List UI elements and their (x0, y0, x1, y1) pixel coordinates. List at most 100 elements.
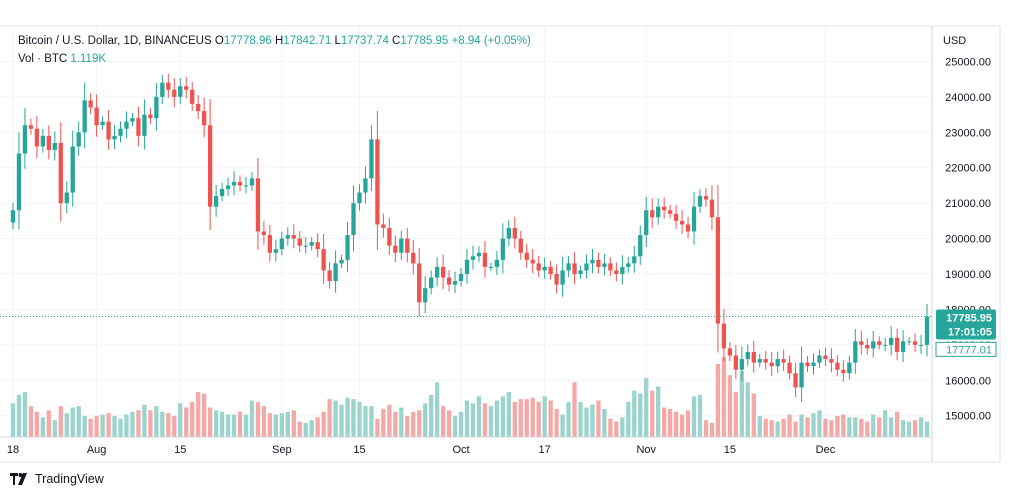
volume-bar (309, 420, 314, 437)
candle-body (70, 146, 75, 193)
candle-body (339, 259, 344, 264)
volume-bar (506, 392, 511, 437)
volume-bar (375, 418, 380, 437)
candle-body (166, 82, 171, 90)
volume-bar (327, 399, 332, 437)
price-axis[interactable]: 15000.0016000.0017000.0018000.0019000.00… (945, 56, 991, 422)
candle-body (423, 288, 428, 303)
volume-bar (656, 386, 661, 437)
candle-body (894, 337, 900, 352)
candle-body (34, 128, 40, 147)
volume-bar (542, 396, 547, 437)
candle-body (602, 263, 607, 267)
volume-bar (279, 413, 284, 437)
candle-body (889, 337, 894, 345)
volume-bar (799, 414, 804, 437)
candle-body (148, 114, 153, 119)
price-tick-label: 20000.00 (945, 234, 991, 246)
candle-body (28, 125, 34, 129)
volume-bar (434, 382, 440, 437)
candle-body (924, 316, 930, 345)
volume-bar (52, 420, 57, 437)
volume-bar (106, 413, 111, 437)
candle-body (303, 245, 308, 247)
volume-bar (912, 420, 918, 437)
volume-bar (225, 414, 231, 437)
candle-body (375, 139, 380, 225)
close-value: 17785.95 (400, 35, 449, 47)
time-axis[interactable]: 18 Aug 15 Sep 15 Oct 17 Nov 15 Dec (7, 444, 836, 456)
last-price-box (936, 309, 996, 340)
price-tick-label: 19000.00 (945, 269, 991, 281)
last-price-label: 17785.95 (946, 313, 992, 325)
candle-body (733, 355, 738, 370)
candle-body (345, 235, 350, 260)
price-tick-label: 24000.00 (945, 92, 991, 104)
volume-bar (883, 410, 888, 437)
volume-bar (446, 410, 452, 437)
candle-body (482, 252, 488, 267)
volume-bar (405, 415, 410, 437)
time-tick-label: Aug (87, 444, 107, 456)
candle-body (823, 355, 828, 360)
price-tick-label: 21000.00 (945, 198, 991, 210)
candle-body (488, 266, 494, 268)
volume-bar (614, 421, 619, 437)
volume-bar (249, 400, 255, 437)
candle-body (452, 281, 458, 285)
candle-body (136, 118, 141, 136)
volume-bar (476, 396, 482, 437)
volume-bar (458, 411, 464, 437)
volume-bar (500, 396, 506, 437)
tradingview-logo[interactable]: TradingView (10, 472, 104, 486)
price-tick-label: 25000.00 (945, 56, 991, 68)
volume-bar (28, 406, 34, 437)
candle-body (542, 266, 547, 271)
candle-body (817, 355, 822, 363)
candle-body (82, 100, 87, 133)
volume-bar (626, 401, 631, 437)
candle-body (10, 210, 16, 223)
volume-bar (470, 403, 476, 437)
low-value: 17737.74 (340, 35, 389, 47)
volume-bar (524, 399, 529, 437)
time-tick-label: Oct (452, 444, 469, 456)
volume-bar (136, 410, 141, 437)
volume-bar (584, 407, 589, 437)
candle-body (357, 192, 362, 204)
volume-bar (351, 399, 356, 437)
volume-bar (721, 357, 727, 437)
volume-bar (267, 413, 273, 437)
candle-body (124, 121, 129, 129)
volume-bar (572, 382, 577, 437)
volume-bar (894, 411, 900, 437)
candle-body (745, 351, 750, 360)
candle-body (196, 103, 201, 112)
volume-bar (130, 411, 135, 437)
close-key: C (392, 35, 401, 47)
change-value: +8.94 (+0.05%) (451, 35, 531, 47)
volume-bar (530, 397, 535, 437)
candle-body (685, 224, 691, 232)
volume-bar (488, 406, 494, 437)
candle-body (446, 277, 452, 285)
volume-bar (160, 411, 165, 437)
volume-bar (166, 413, 171, 437)
candle-body (865, 344, 870, 349)
candle-body (178, 86, 183, 97)
candle-body (172, 89, 177, 97)
candle-body (781, 359, 786, 363)
candle-body (160, 82, 165, 97)
price-tick-label: 22000.00 (945, 163, 991, 175)
volume-legend[interactable]: Vol · BTC 1.119K (18, 53, 106, 65)
volume-value: 1.119K (70, 53, 107, 65)
time-tick-label: 15 (353, 444, 365, 456)
high-value: 17842.71 (283, 35, 332, 47)
candle-body (190, 89, 195, 104)
symbol-title[interactable]: Bitcoin / U.S. Dollar, 1D, BINANCEUS (18, 35, 212, 47)
volume-bar (154, 406, 159, 437)
volume-bar (667, 408, 673, 437)
candle-body (112, 135, 117, 140)
volume-bar (417, 410, 422, 437)
